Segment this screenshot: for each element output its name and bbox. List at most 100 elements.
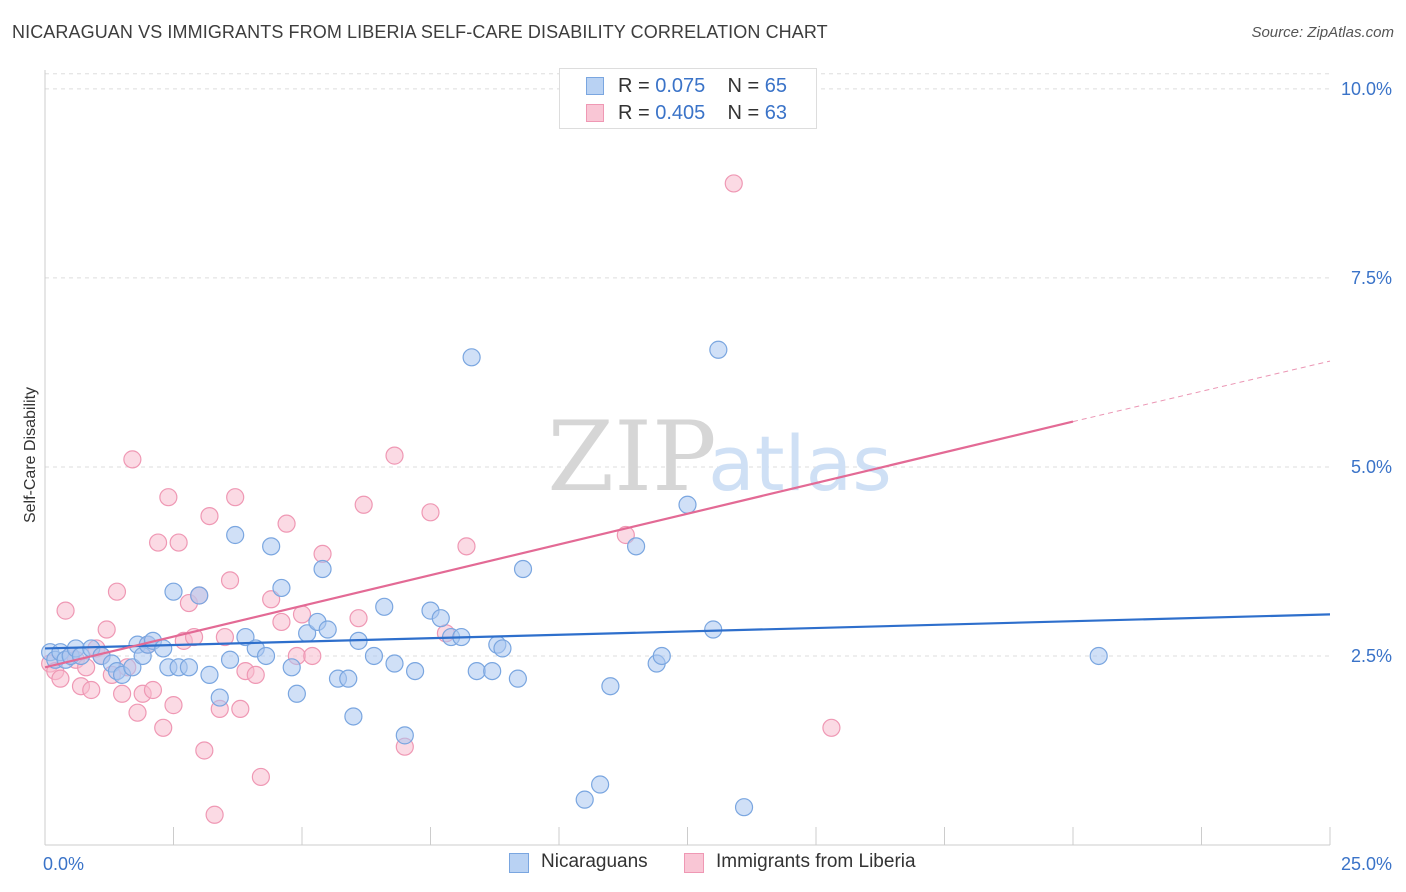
point-nicaraguans [318, 620, 337, 639]
point-liberia [246, 665, 265, 684]
trend-lines [44, 360, 1331, 669]
point-nicaraguans [339, 669, 358, 688]
point-liberia [421, 503, 440, 522]
point-liberia [51, 669, 70, 688]
point-liberia [112, 684, 132, 703]
trend-line-nicaraguans [44, 613, 1331, 650]
point-nicaraguans [262, 537, 281, 556]
point-liberia [231, 699, 250, 719]
point-nicaraguans [462, 348, 481, 367]
point-nicaraguans [431, 609, 450, 628]
point-liberia [148, 533, 168, 552]
point-nicaraguans [344, 707, 363, 726]
point-liberia [272, 612, 291, 632]
legend-n-label: N = [727, 102, 760, 124]
point-nicaraguans [467, 661, 486, 681]
legend-n-value: 65 [764, 75, 788, 97]
point-nicaraguans [601, 677, 620, 696]
point-liberia [123, 450, 142, 469]
point-nicaraguans [1089, 646, 1108, 666]
watermark-zip: ZIP [547, 401, 716, 513]
point-nicaraguans [513, 559, 533, 579]
y-tick-label: 2.5% [1351, 646, 1392, 666]
legend-r-value: 0.405 [655, 102, 706, 124]
point-liberia [277, 514, 296, 533]
point-liberia [97, 620, 116, 639]
trend-line-liberia-extension [1072, 360, 1331, 423]
point-liberia [349, 609, 368, 628]
legend-r-value: 0.075 [655, 75, 706, 97]
point-nicaraguans [256, 646, 276, 666]
point-liberia [215, 627, 234, 647]
point-nicaraguans [282, 658, 301, 677]
point-nicaraguans [626, 537, 646, 556]
point-liberia [457, 537, 476, 556]
point-liberia [616, 525, 635, 545]
point-nicaraguans [190, 586, 209, 605]
axes [44, 70, 1331, 846]
series-nicaraguans-points [41, 340, 1108, 817]
point-liberia [385, 446, 404, 465]
point-nicaraguans [200, 665, 219, 684]
point-liberia [159, 488, 178, 507]
point-nicaraguans [154, 639, 173, 658]
point-nicaraguans [709, 340, 728, 359]
point-nicaraguans [395, 726, 414, 745]
y-axis-title: Self-Care Disability [22, 387, 39, 523]
point-liberia [82, 680, 101, 700]
point-nicaraguans [236, 627, 255, 647]
x-tick-label: 25.0% [1341, 854, 1392, 874]
point-liberia [724, 174, 743, 193]
y-tick-label: 5.0% [1351, 457, 1392, 477]
point-liberia [169, 533, 188, 552]
legend-r-label: R = [618, 75, 650, 97]
point-liberia [822, 718, 841, 737]
correlation-legend: R = 0.075 N = 65 R = 0.405 N = 63 [559, 68, 817, 129]
point-nicaraguans [210, 688, 229, 707]
point-liberia [313, 544, 332, 564]
point-nicaraguans [226, 525, 245, 545]
point-nicaraguans [493, 639, 512, 658]
point-nicaraguans [652, 646, 671, 666]
point-nicaraguans [287, 684, 306, 703]
watermark-atlas: atlas [708, 419, 892, 508]
point-liberia [354, 495, 373, 514]
point-nicaraguans [734, 798, 754, 817]
point-liberia [251, 767, 270, 787]
chart-title: NICARAGUAN VS IMMIGRANTS FROM LIBERIA SE… [12, 22, 828, 42]
point-nicaraguans [508, 669, 527, 688]
point-liberia [205, 805, 224, 824]
point-nicaraguans [313, 559, 332, 579]
tick-labels: 2.5% 5.0% 7.5% 10.0% 0.0% 25.0% [43, 79, 1392, 874]
point-liberia [226, 488, 245, 507]
grid-lines [45, 73, 1330, 657]
bottom-legend-label: Immigrants from Liberia [716, 851, 916, 872]
trend-line-liberia [44, 420, 1074, 669]
point-liberia [195, 741, 214, 760]
bottom-legend-label: Nicaraguans [541, 851, 648, 872]
source-credit: Source: ZipAtlas.com [1251, 24, 1394, 41]
point-nicaraguans [164, 582, 183, 601]
point-nicaraguans [220, 650, 240, 669]
point-nicaraguans [678, 495, 697, 514]
point-liberia [220, 571, 240, 590]
point-nicaraguans [272, 578, 291, 598]
bottom-legend-swatch-nicaraguans [509, 853, 529, 873]
point-liberia [143, 680, 163, 700]
point-liberia [128, 703, 147, 722]
point-liberia [200, 506, 219, 526]
point-liberia [164, 696, 183, 715]
legend-n-label: N = [727, 75, 760, 97]
point-nicaraguans [385, 654, 404, 673]
bottom-legend-swatch-liberia [684, 853, 704, 873]
watermark: ZIP atlas [547, 401, 891, 513]
point-liberia [107, 582, 127, 601]
legend-n-value: 63 [764, 102, 788, 124]
point-nicaraguans [375, 597, 394, 616]
point-nicaraguans [575, 790, 594, 809]
point-liberia [292, 605, 312, 624]
point-liberia [56, 601, 75, 620]
point-liberia [303, 646, 322, 666]
point-nicaraguans [364, 646, 384, 666]
